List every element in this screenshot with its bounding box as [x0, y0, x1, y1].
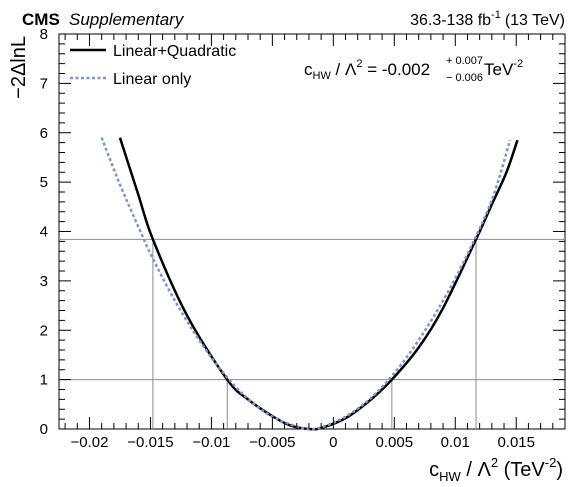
y-axis-label: −2ΔlnL [8, 36, 30, 99]
x-tick-label: −0.01 [192, 434, 230, 451]
y-tick-label: 2 [40, 322, 48, 339]
x-axis-label: cHW / Λ2 (TeV-2) [429, 455, 563, 484]
x-tick-label: −0.005 [249, 434, 295, 451]
result-unit-exp: -2 [513, 58, 523, 70]
result-slash: / Λ [331, 60, 357, 79]
y-tick-label: 3 [40, 273, 48, 290]
plot-frame [58, 33, 566, 430]
result-unit-main: TeV [484, 60, 514, 79]
x-label-unit-exp: -2 [545, 455, 557, 470]
series-linear-only [100, 137, 512, 431]
result-slash-exp: 2 [356, 58, 362, 70]
luminosity-energy: (13 TeV) [505, 12, 565, 29]
x-tick-label: −0.015 [127, 434, 173, 451]
best-fit-result: cHW / Λ2 = -0.002 [304, 58, 430, 82]
result-unit: TeV-2 [484, 58, 523, 79]
result-error-up: + 0.007 [446, 55, 483, 67]
luminosity-exponent: -1 [491, 9, 501, 21]
y-tick-label: 7 [40, 75, 48, 92]
legend-label-linear-quadratic: Linear+Quadratic [113, 43, 236, 60]
x-label-unit: (TeV [498, 459, 545, 481]
result-coef-sub: HW [313, 70, 332, 82]
axis-ticks: −0.02 −0.015 −0.01 −0.005 0 0.005 0.01 0.015 0 1 2… [40, 26, 566, 451]
x-tick-label: 0.005 [376, 434, 414, 451]
y-tick-label: 1 [40, 372, 48, 389]
luminosity-label: 36.3-138 fb-1 (13 TeV) [410, 9, 565, 29]
x-label-close: ) [556, 459, 563, 481]
series-layer [100, 137, 519, 431]
x-tick-label: 0 [329, 434, 337, 451]
x-label-sub: HW [439, 469, 461, 484]
luminosity-value: 36.3-138 fb [410, 12, 491, 29]
y-tick-label: 6 [40, 125, 48, 142]
x-label-coef: c [429, 459, 439, 481]
result-coef: c [304, 60, 313, 79]
y-tick-label: 4 [40, 224, 48, 241]
x-tick-label: 0.01 [441, 434, 470, 451]
x-tick-label: −0.02 [70, 434, 108, 451]
result-value: = -0.002 [362, 60, 430, 79]
y-tick-label: 5 [40, 174, 48, 191]
experiment-label: CMS [22, 10, 60, 29]
y-tick-label: 8 [40, 26, 48, 43]
x-tick-label: 0.015 [497, 434, 535, 451]
x-label-exp: 2 [491, 455, 498, 470]
x-label-mid: / Λ [461, 459, 492, 481]
supplementary-label: Supplementary [69, 10, 185, 29]
y-tick-label: 0 [40, 421, 48, 438]
series-linear-quadratic [118, 137, 519, 431]
result-error-down: − 0.006 [446, 72, 483, 84]
legend-label-linear-only: Linear only [113, 71, 191, 88]
reference-lines [59, 238, 565, 429]
legend: Linear+Quadratic Linear only [70, 43, 236, 88]
